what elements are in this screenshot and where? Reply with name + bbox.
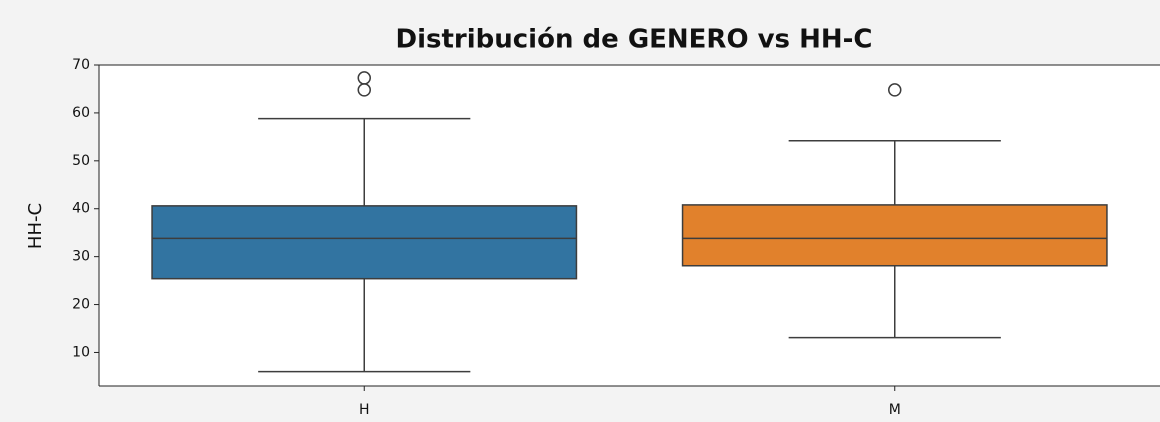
y-tick-label: 60 (72, 105, 90, 121)
outlier (357, 83, 371, 97)
x-tick-label: M (889, 402, 901, 418)
outlier (888, 83, 902, 97)
y-tick-label: 20 (72, 297, 90, 313)
x-tick-label: H (359, 402, 370, 418)
y-tick-label: 50 (72, 153, 90, 169)
y-axis-label: HH-C (25, 203, 46, 249)
chart-title: Distribución de GENERO vs HH-C (396, 25, 873, 55)
y-tick-label: 70 (72, 57, 90, 73)
y-tick-label: 30 (72, 249, 90, 265)
y-tick-label: 40 (72, 201, 90, 217)
box (151, 205, 578, 280)
box (681, 204, 1108, 267)
y-tick-label: 10 (72, 344, 90, 360)
